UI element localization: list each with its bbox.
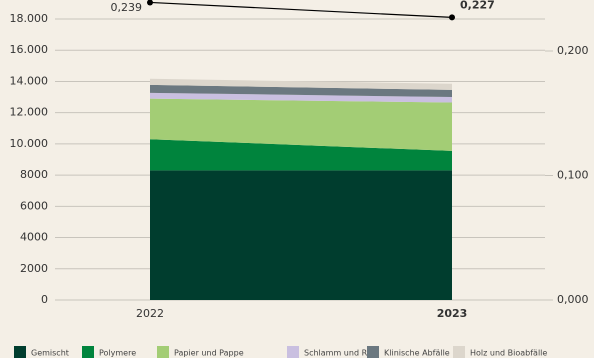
y-tick-label: 8000 [20,168,48,181]
area [150,139,452,171]
legend-swatch [453,346,465,358]
y2-tick-label: 0,100 [557,168,589,181]
legend-label: Holz und Bioabfälle [470,349,547,358]
legend-label: Polymere [99,349,136,358]
legend-label: Gemischt [31,349,69,358]
area [150,92,452,103]
y-tick-label: 14.000 [10,74,49,87]
line [149,1,453,18]
legend-label: Schlamm und Ruß [304,349,377,358]
area [150,98,452,151]
y2-tick-label: 0,200 [557,44,589,57]
area [150,84,452,98]
x-tick-label: 2022 [136,307,164,320]
legend-label: Papier und Pappe [174,349,244,358]
y-tick-label: 0 [41,293,48,306]
y2-tick-label: 0,000 [557,293,589,306]
y-tick-label: 12.000 [10,106,49,119]
legend-swatch [367,346,379,358]
area [150,78,452,90]
value-label: 0,227 [460,0,495,11]
legend-swatch [287,346,299,358]
y-tick-label: 10.000 [10,137,49,150]
legend-swatch [157,346,169,358]
legend-swatch [82,346,94,358]
legend-swatch [14,346,26,358]
y-tick-label: 16.000 [10,43,49,56]
line-point [449,14,455,21]
y-tick-label: 6000 [20,199,48,212]
legend-label: Klinische Abfälle [384,349,450,358]
x-tick-label: 2023 [437,307,468,320]
y-tick-label: 2000 [20,262,48,275]
y-tick-label: 18.000 [10,12,49,25]
line-point [147,0,153,6]
value-label: 0,239 [111,1,143,14]
area [150,170,452,300]
y-tick-label: 4000 [20,231,48,244]
